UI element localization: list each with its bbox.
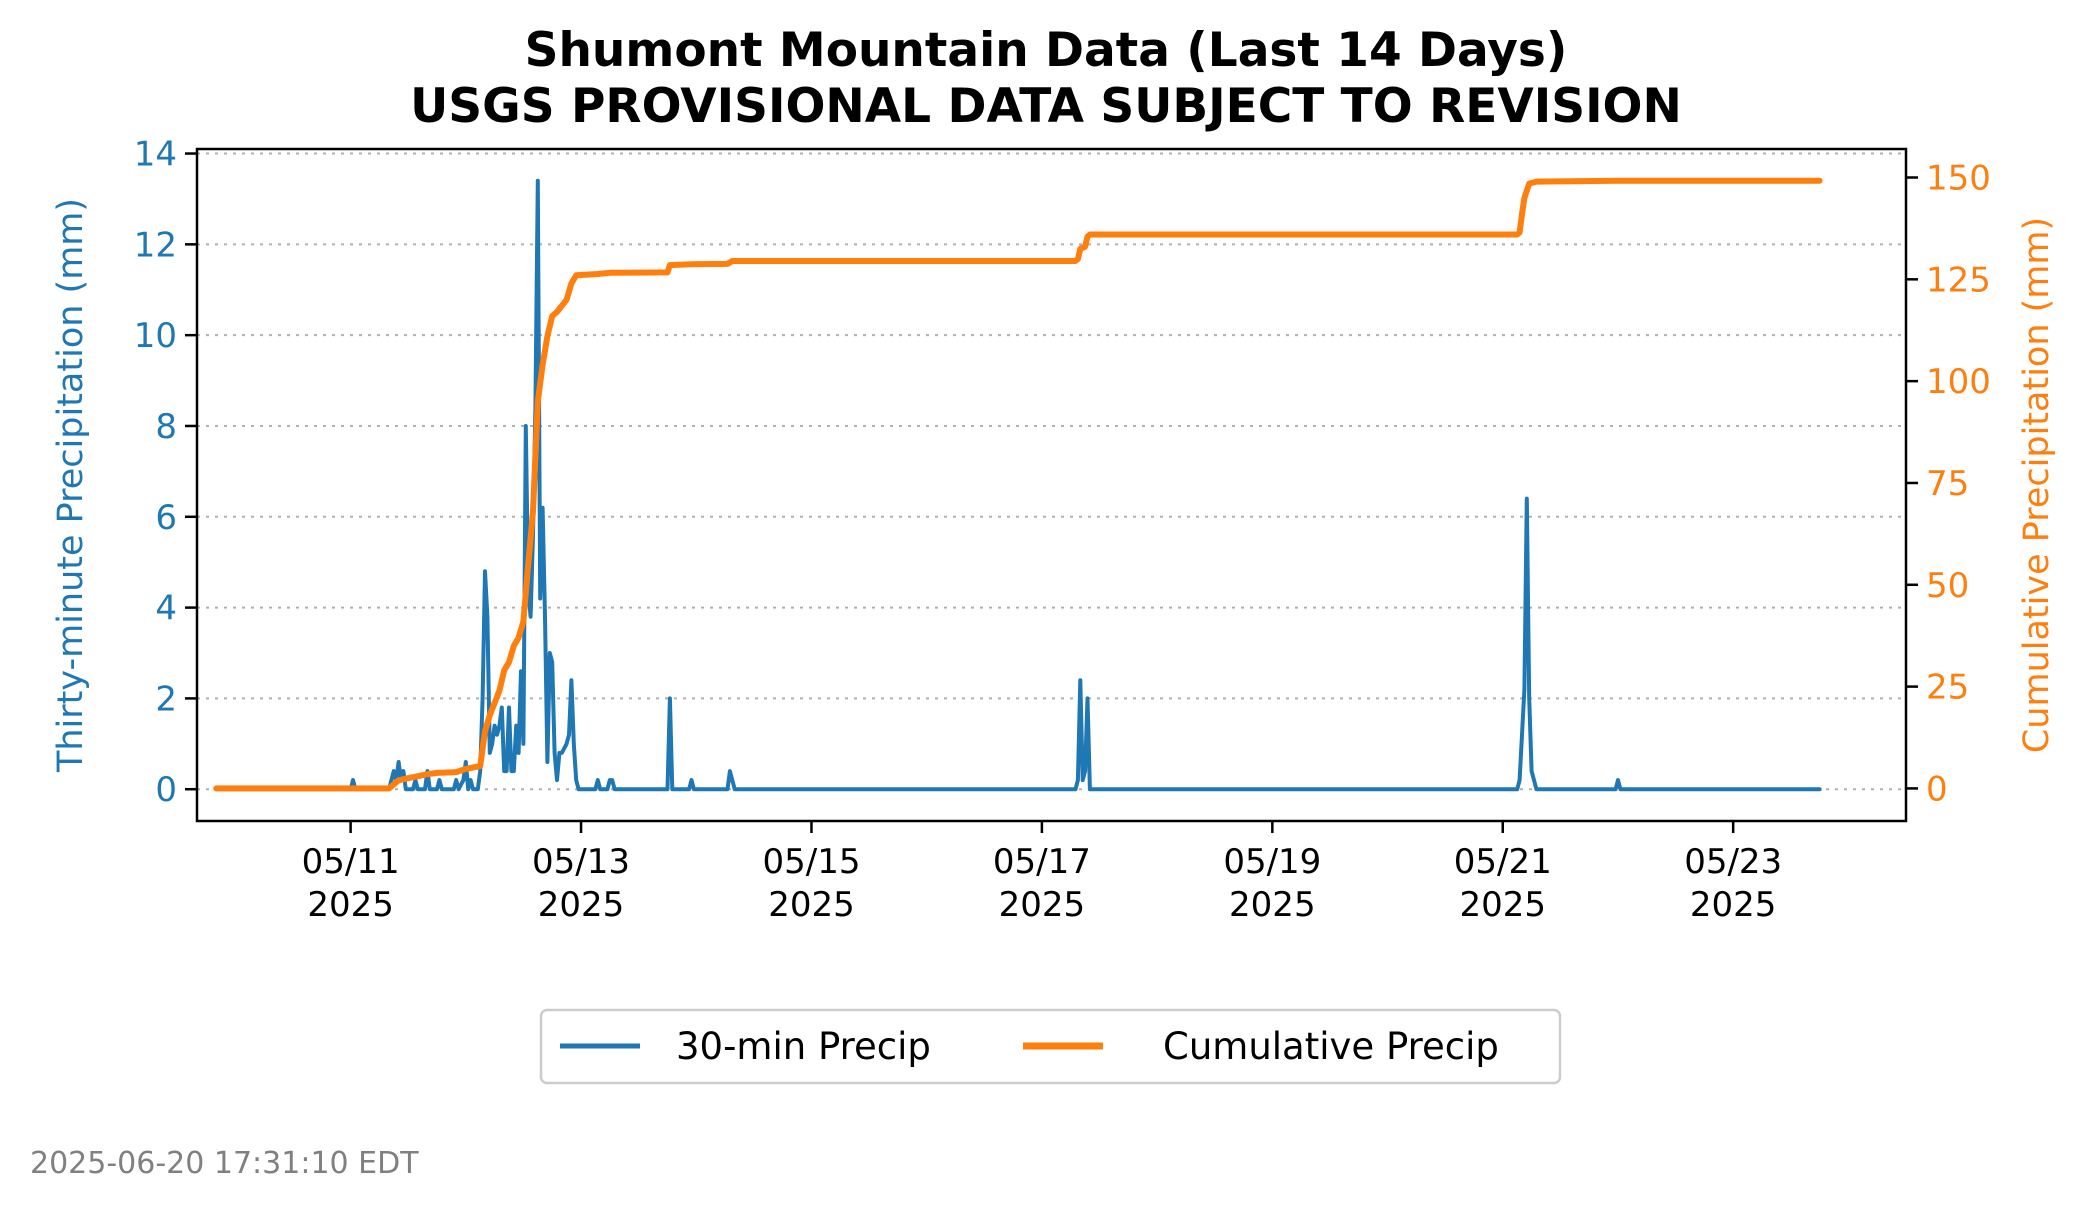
right-axis-ticks: 0 25 50 75 100 125 150 xyxy=(1906,159,1991,809)
x-tick-label-2-1: 2025 xyxy=(768,885,855,925)
left-axis-label: Thirty-minute Precipitation (mm) xyxy=(51,198,91,773)
left-tick-label-5: 10 xyxy=(134,316,177,356)
legend: 30-min Precip Cumulative Precip xyxy=(539,1008,1562,1085)
x-tick-label-3-0: 05/17 xyxy=(993,842,1091,882)
timestamp: 2025-06-20 17:31:10 EDT xyxy=(30,1146,419,1181)
x-tick-label-0-1: 2025 xyxy=(307,885,394,925)
legend-label-30min: 30-min Precip xyxy=(676,1025,931,1068)
right-tick-label-6: 150 xyxy=(1926,159,1991,199)
left-tick-label-0: 0 xyxy=(155,770,177,810)
chart-subtitle: USGS PROVISIONAL DATA SUBJECT TO REVISIO… xyxy=(410,79,1682,134)
series-line-cumulative xyxy=(213,177,1823,792)
x-tick-label-5-0: 05/21 xyxy=(1454,842,1552,882)
x-tick-label-4-1: 2025 xyxy=(1229,885,1316,925)
gridlines xyxy=(197,152,1906,791)
right-axis-label: Cumulative Precipitation (mm) xyxy=(2017,217,2057,753)
right-tick-label-1: 25 xyxy=(1926,668,1969,708)
x-tick-label-3-1: 2025 xyxy=(999,885,1086,925)
x-tick-label-6-1: 2025 xyxy=(1690,885,1777,925)
x-tick-label-4-0: 05/19 xyxy=(1223,842,1321,882)
left-tick-label-6: 12 xyxy=(134,225,177,265)
right-tick-label-2: 50 xyxy=(1926,566,1969,606)
series-line-30min xyxy=(214,178,1822,792)
right-tick-label-0: 0 xyxy=(1926,769,1948,809)
left-tick-label-3: 6 xyxy=(155,498,177,538)
left-tick-label-7: 14 xyxy=(134,135,177,175)
x-tick-label-0-0: 05/11 xyxy=(302,842,400,882)
plot-frame xyxy=(195,147,1908,823)
chart-title: Shumont Mountain Data (Last 14 Days) xyxy=(525,23,1568,78)
x-tick-label-1-1: 2025 xyxy=(538,885,625,925)
x-axis-ticks: 05/11202505/13202505/15202505/17202505/1… xyxy=(302,821,1782,925)
left-axis-ticks: 0 2 4 6 8 10 12 14 xyxy=(134,135,197,810)
right-tick-label-4: 100 xyxy=(1926,362,1991,402)
x-tick-label-6-0: 05/23 xyxy=(1684,842,1782,882)
left-tick-label-1: 2 xyxy=(155,679,177,719)
left-tick-label-4: 8 xyxy=(155,407,177,447)
x-tick-label-2-0: 05/15 xyxy=(762,842,860,882)
right-tick-label-3: 75 xyxy=(1926,464,1969,504)
legend-label-cumulative: Cumulative Precip xyxy=(1163,1025,1499,1068)
x-tick-label-5-1: 2025 xyxy=(1459,885,1546,925)
x-tick-label-1-0: 05/13 xyxy=(532,842,630,882)
left-tick-label-2: 4 xyxy=(155,589,177,629)
series-layer xyxy=(213,177,1823,792)
right-tick-label-5: 125 xyxy=(1926,260,1991,300)
